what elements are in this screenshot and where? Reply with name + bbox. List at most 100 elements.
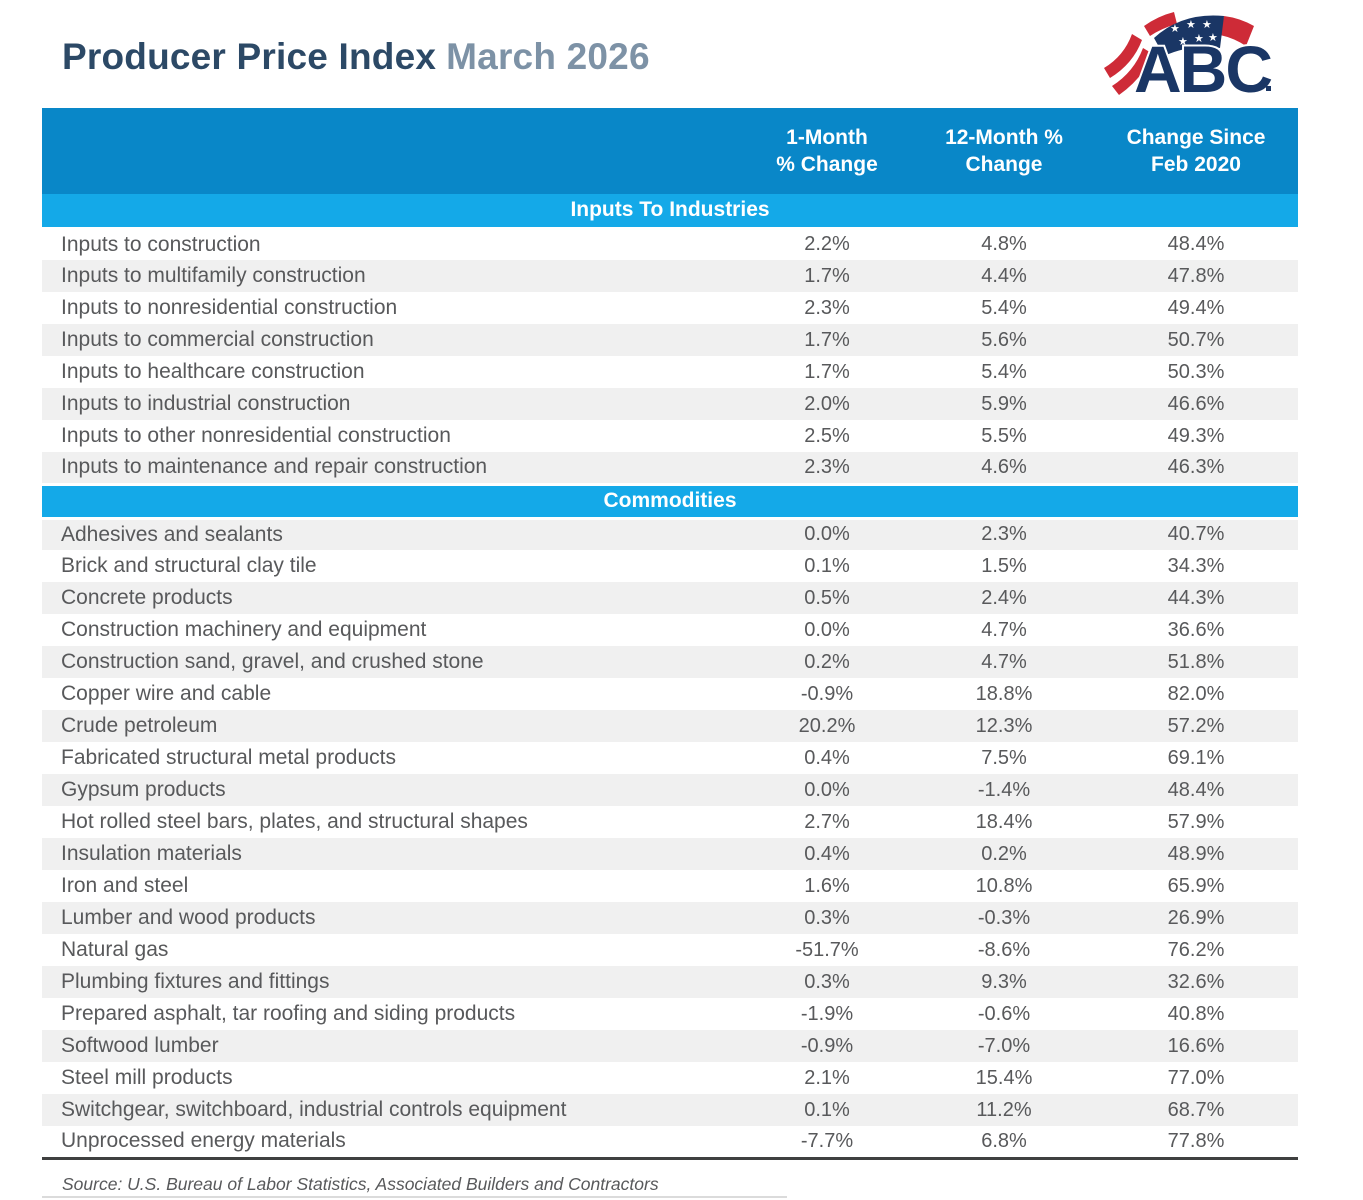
row-value-change-since: 50.7%: [1094, 324, 1298, 356]
row-value-1-month: 0.1%: [740, 1094, 914, 1126]
svg-text:★: ★: [1202, 18, 1212, 31]
row-value-12-month: 5.4%: [914, 356, 1094, 388]
row-value-1-month: 0.5%: [740, 582, 914, 614]
section-title: Commodities: [42, 482, 1298, 520]
row-label: Switchgear, switchboard, industrial cont…: [42, 1094, 740, 1126]
table-row: Crude petroleum 20.2% 12.3% 57.2%: [42, 710, 1298, 742]
column-header-12-month: 12-Month % Change: [914, 108, 1094, 194]
table-row: Inputs to multifamily construction 1.7% …: [42, 260, 1298, 292]
row-value-12-month: 4.7%: [914, 614, 1094, 646]
table-row: Inputs to nonresidential construction 2.…: [42, 292, 1298, 324]
row-value-change-since: 46.3%: [1094, 452, 1298, 484]
row-value-1-month: 1.6%: [740, 870, 914, 902]
table-row: Steel mill products 2.1% 15.4% 77.0%: [42, 1062, 1298, 1094]
table-row: Adhesives and sealants 0.0% 2.3% 40.7%: [42, 518, 1298, 550]
row-value-1-month: 0.3%: [740, 966, 914, 998]
table-row: Construction machinery and equipment 0.0…: [42, 614, 1298, 646]
row-value-change-since: 48.4%: [1094, 228, 1298, 260]
row-value-12-month: 7.5%: [914, 742, 1094, 774]
row-value-change-since: 76.2%: [1094, 934, 1298, 966]
row-value-1-month: 2.7%: [740, 806, 914, 838]
row-value-change-since: 46.6%: [1094, 388, 1298, 420]
row-value-1-month: 0.0%: [740, 518, 914, 550]
row-value-change-since: 51.8%: [1094, 646, 1298, 678]
row-value-change-since: 47.8%: [1094, 260, 1298, 292]
row-value-12-month: 9.3%: [914, 966, 1094, 998]
table-row: Fabricated structural metal products 0.4…: [42, 742, 1298, 774]
row-value-1-month: 2.0%: [740, 388, 914, 420]
page-title-main: Producer Price Index: [62, 36, 437, 77]
row-value-change-since: 77.0%: [1094, 1062, 1298, 1094]
table-row: Concrete products 0.5% 2.4% 44.3%: [42, 582, 1298, 614]
row-value-change-since: 44.3%: [1094, 582, 1298, 614]
row-value-1-month: 2.5%: [740, 420, 914, 452]
table-row: Unprocessed energy materials -7.7% 6.8% …: [42, 1126, 1298, 1158]
row-value-change-since: 26.9%: [1094, 902, 1298, 934]
table-row: Hot rolled steel bars, plates, and struc…: [42, 806, 1298, 838]
row-label: Brick and structural clay tile: [42, 550, 740, 582]
row-value-12-month: -1.4%: [914, 774, 1094, 806]
svg-text:★: ★: [1178, 35, 1188, 48]
row-value-1-month: 0.1%: [740, 550, 914, 582]
row-value-change-since: 40.7%: [1094, 518, 1298, 550]
row-value-change-since: 69.1%: [1094, 742, 1298, 774]
table-row: Inputs to industrial construction 2.0% 5…: [42, 388, 1298, 420]
row-value-12-month: 4.4%: [914, 260, 1094, 292]
row-value-12-month: 11.2%: [914, 1094, 1094, 1126]
row-value-12-month: 4.6%: [914, 452, 1094, 484]
row-label: Prepared asphalt, tar roofing and siding…: [42, 998, 740, 1030]
row-label: Construction machinery and equipment: [42, 614, 740, 646]
row-value-12-month: 4.8%: [914, 228, 1094, 260]
flag-stripes-icon: [1104, 12, 1254, 95]
row-value-change-since: 57.9%: [1094, 806, 1298, 838]
bottom-divider: [42, 1196, 787, 1198]
row-value-12-month: -0.3%: [914, 902, 1094, 934]
row-label: Inputs to multifamily construction: [42, 260, 740, 292]
row-value-change-since: 57.2%: [1094, 710, 1298, 742]
ppi-table-body: Inputs To Industries Inputs to construct…: [42, 194, 1298, 1158]
abc-flag-logo: ★ ★ ★ ★ ★ ★ ABC: [1104, 12, 1275, 102]
row-value-1-month: 1.7%: [740, 260, 914, 292]
row-value-12-month: 2.3%: [914, 518, 1094, 550]
row-label: Inputs to commercial construction: [42, 324, 740, 356]
row-label: Fabricated structural metal products: [42, 742, 740, 774]
row-label: Inputs to healthcare construction: [42, 356, 740, 388]
svg-text:★: ★: [1194, 32, 1204, 45]
row-value-12-month: 5.4%: [914, 292, 1094, 324]
table-row: Softwood lumber -0.9% -7.0% 16.6%: [42, 1030, 1298, 1062]
row-value-1-month: 2.3%: [740, 292, 914, 324]
row-value-change-since: 68.7%: [1094, 1094, 1298, 1126]
row-value-change-since: 49.4%: [1094, 292, 1298, 324]
row-value-change-since: 77.8%: [1094, 1126, 1298, 1158]
row-value-12-month: 12.3%: [914, 710, 1094, 742]
table-row: Inputs to healthcare construction 1.7% 5…: [42, 356, 1298, 388]
row-value-12-month: 0.2%: [914, 838, 1094, 870]
source-note: Source: U.S. Bureau of Labor Statistics,…: [62, 1174, 659, 1194]
row-value-1-month: -1.9%: [740, 998, 914, 1030]
row-label: Crude petroleum: [42, 710, 740, 742]
table-row: Inputs to other nonresidential construct…: [42, 420, 1298, 452]
row-label: Iron and steel: [42, 870, 740, 902]
row-value-12-month: 5.5%: [914, 420, 1094, 452]
row-label: Insulation materials: [42, 838, 740, 870]
row-value-change-since: 34.3%: [1094, 550, 1298, 582]
column-header-1-month: 1-Month % Change: [740, 108, 914, 194]
row-value-12-month: -7.0%: [914, 1030, 1094, 1062]
row-label: Inputs to industrial construction: [42, 388, 740, 420]
table-row: Prepared asphalt, tar roofing and siding…: [42, 998, 1298, 1030]
row-value-change-since: 36.6%: [1094, 614, 1298, 646]
table-row: Lumber and wood products 0.3% -0.3% 26.9…: [42, 902, 1298, 934]
row-value-1-month: 1.7%: [740, 356, 914, 388]
table-row: Natural gas -51.7% -8.6% 76.2%: [42, 934, 1298, 966]
svg-text:★: ★: [1208, 31, 1218, 44]
table-row: Construction sand, gravel, and crushed s…: [42, 646, 1298, 678]
row-label: Gypsum products: [42, 774, 740, 806]
row-value-12-month: 10.8%: [914, 870, 1094, 902]
row-label: Hot rolled steel bars, plates, and struc…: [42, 806, 740, 838]
abc-logo-text: ABC: [1134, 32, 1271, 102]
row-value-change-since: 65.9%: [1094, 870, 1298, 902]
section-title: Inputs To Industries: [42, 194, 1298, 230]
table-row: Iron and steel 1.6% 10.8% 65.9%: [42, 870, 1298, 902]
row-value-change-since: 48.4%: [1094, 774, 1298, 806]
